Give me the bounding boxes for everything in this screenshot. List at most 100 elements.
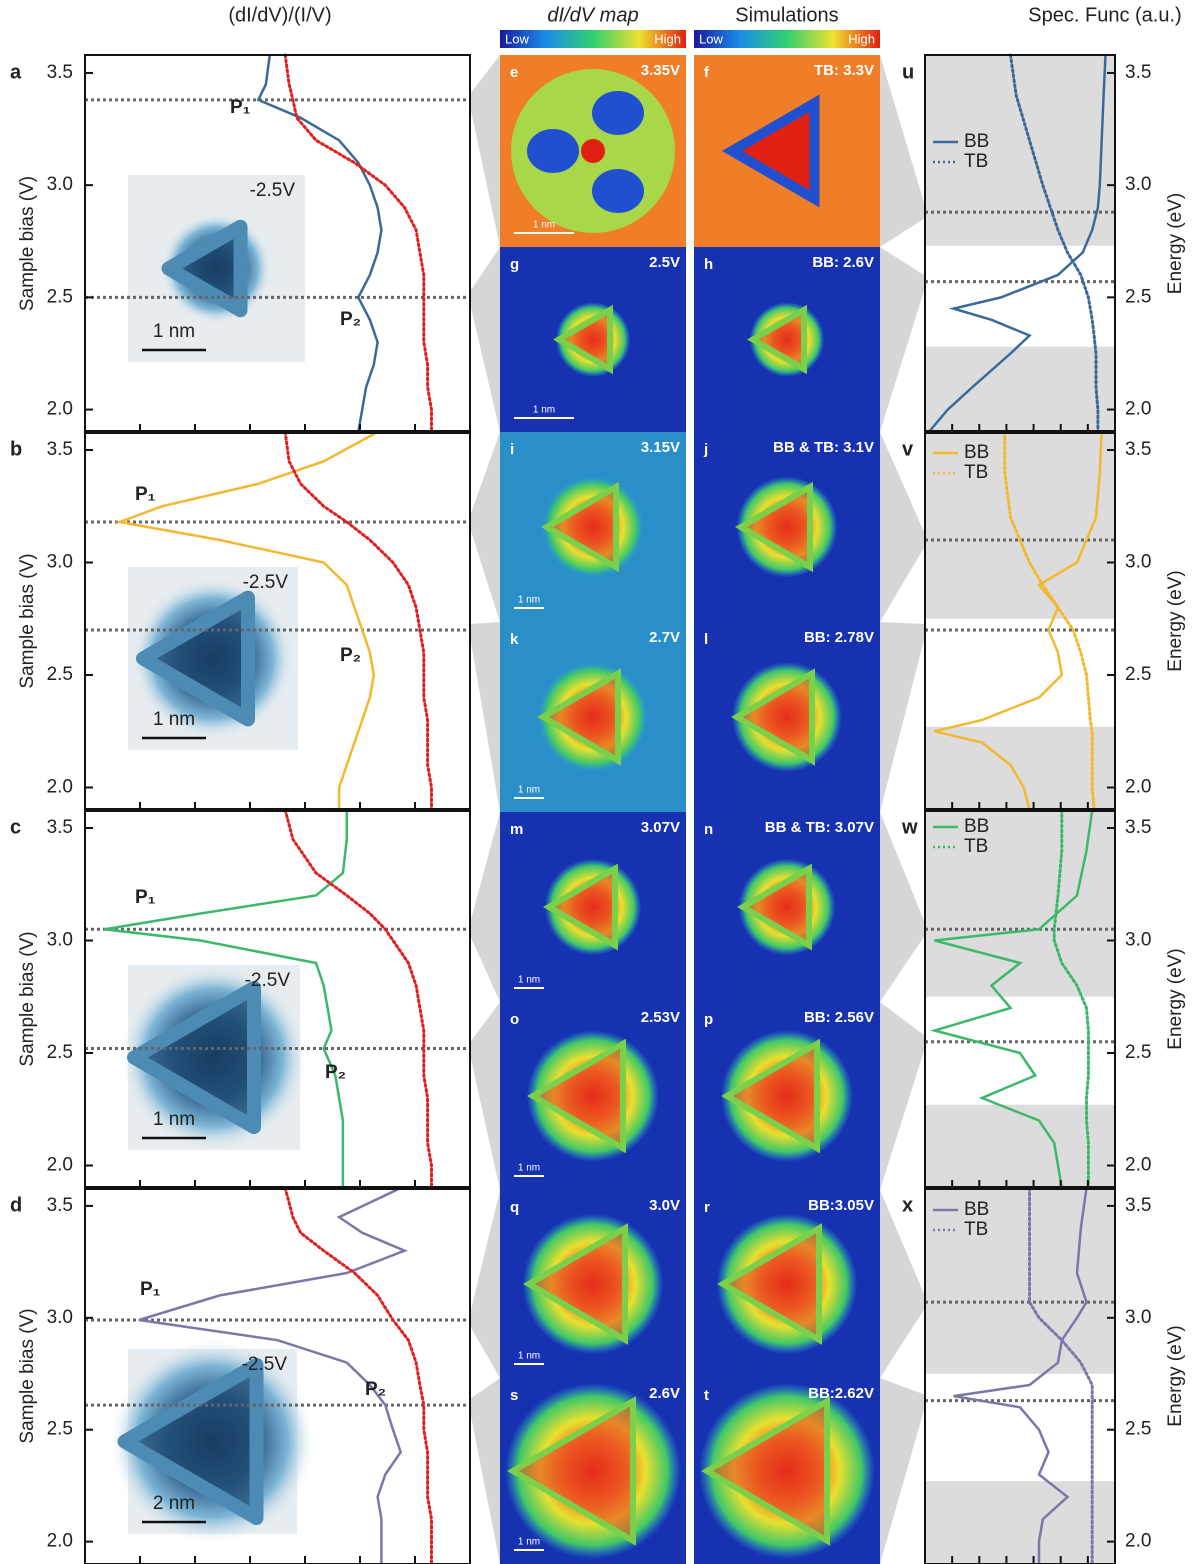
panel-letter: w bbox=[901, 816, 918, 838]
y-tick-label: 3.0 bbox=[47, 174, 73, 195]
y-tick-label: 2.5 bbox=[1125, 664, 1151, 685]
map-feature bbox=[747, 304, 807, 375]
y-tick-label: 3.5 bbox=[47, 817, 73, 838]
legend-label: TB bbox=[964, 1219, 988, 1240]
colorbar bbox=[694, 30, 880, 48]
connector bbox=[880, 432, 925, 622]
panel-letter: a bbox=[10, 61, 22, 83]
spectrum-line bbox=[1009, 53, 1100, 434]
spectrum-line bbox=[934, 430, 1103, 812]
peak-label: P₁ bbox=[135, 484, 156, 505]
scale-label: 1 nm bbox=[518, 595, 540, 606]
map-label: m bbox=[510, 821, 523, 838]
map-annotation: BB:3.05V bbox=[808, 1197, 874, 1214]
map-annotation: BB: 2.56V bbox=[804, 1009, 874, 1026]
map-feature bbox=[527, 129, 579, 173]
spectrum-line bbox=[283, 430, 433, 812]
spectrum-line bbox=[138, 1186, 408, 1564]
map-label: n bbox=[704, 821, 713, 838]
column-title: (dI/dV)/(I/V) bbox=[228, 4, 331, 26]
connector bbox=[470, 1190, 500, 1378]
scale-label: 2 nm bbox=[153, 1493, 195, 1514]
scale-label: 1 nm bbox=[518, 975, 540, 986]
map-feature bbox=[527, 1038, 626, 1154]
shaded-region bbox=[925, 810, 1115, 997]
connector bbox=[470, 247, 500, 432]
map-feature bbox=[541, 481, 619, 573]
map-annotation: 2.7V bbox=[649, 629, 680, 646]
panel: -2.5V 1 nm 2.0 2.5 3.0 3.5 Sample bias (V) c P₁ P… bbox=[10, 808, 471, 1190]
map-label: o bbox=[510, 1011, 519, 1028]
y-tick-label: 2.0 bbox=[47, 1155, 73, 1176]
scale-label: 1 nm bbox=[153, 709, 195, 730]
map-annotation: 3.15V bbox=[641, 439, 680, 456]
panel-letter: u bbox=[902, 61, 914, 83]
spectrum-line bbox=[114, 430, 379, 812]
connector bbox=[470, 1378, 500, 1564]
map-annotation: TB: 3.3V bbox=[814, 62, 874, 79]
peak-label: P₂ bbox=[325, 1062, 346, 1083]
map-label: f bbox=[704, 64, 710, 81]
map: e 3.35V 1 nm bbox=[500, 55, 686, 247]
map: f TB: 3.3V bbox=[694, 55, 880, 247]
colorbar-low: Low bbox=[505, 31, 529, 46]
y-axis-label: Energy (eV) bbox=[1165, 570, 1186, 671]
inset-label: -2.5V bbox=[242, 1354, 288, 1375]
scale-label: 1 nm bbox=[518, 1537, 540, 1548]
map-label: j bbox=[703, 441, 708, 458]
y-tick-label: 3.5 bbox=[1125, 439, 1151, 460]
panel: -2.5V 1 nm 2.0 2.5 3.0 3.5 Sample bias (V) a P₁ P… bbox=[10, 53, 471, 434]
shaded-region bbox=[925, 432, 1115, 619]
y-tick-label: 2.5 bbox=[47, 1042, 73, 1063]
legend-label: TB bbox=[964, 836, 988, 857]
map: r BB:3.05V bbox=[694, 1190, 880, 1378]
legend-label: TB bbox=[964, 462, 988, 483]
map: s 2.6V 1 nm bbox=[500, 1378, 686, 1564]
legend-label: TB bbox=[964, 151, 988, 172]
map-annotation: 3.35V bbox=[641, 62, 680, 79]
inset-feature bbox=[161, 219, 248, 318]
legend-label: BB bbox=[964, 1199, 989, 1220]
y-tick-label: 2.5 bbox=[47, 1419, 73, 1440]
panel-letter: v bbox=[902, 438, 914, 460]
column-title: dI/dV map bbox=[547, 4, 638, 26]
connector bbox=[880, 812, 925, 1002]
map-label: q bbox=[510, 1199, 519, 1216]
y-tick-label: 3.0 bbox=[1125, 930, 1151, 951]
inset-label: -2.5V bbox=[250, 180, 296, 201]
map-annotation: 2.53V bbox=[641, 1009, 680, 1026]
map: h BB: 2.6V bbox=[694, 247, 880, 432]
spectrum-line bbox=[1028, 1186, 1094, 1564]
connector bbox=[880, 1002, 925, 1190]
y-tick-label: 2.0 bbox=[1125, 1155, 1151, 1176]
y-tick-label: 3.0 bbox=[47, 930, 73, 951]
scale-label: 1 nm bbox=[518, 1163, 540, 1174]
map: t BB:2.62V bbox=[694, 1378, 880, 1564]
y-tick-label: 2.5 bbox=[47, 664, 73, 685]
spectrum-line bbox=[283, 808, 433, 1190]
y-tick-label: 3.5 bbox=[1125, 1195, 1151, 1216]
inset-label: -2.5V bbox=[243, 572, 289, 593]
shaded-region bbox=[925, 726, 1115, 810]
scale-label: 1 nm bbox=[518, 1351, 540, 1362]
y-tick-label: 2.5 bbox=[1125, 1419, 1151, 1440]
panel-letter: c bbox=[10, 816, 21, 838]
colorbar-low: Low bbox=[699, 31, 723, 46]
connector bbox=[470, 812, 500, 1002]
map: l BB: 2.78V bbox=[694, 622, 880, 812]
column-title: Simulations bbox=[735, 4, 838, 26]
spectrum-line bbox=[929, 808, 1094, 1190]
shaded-region bbox=[925, 1481, 1115, 1564]
map: k 2.7V 1 nm bbox=[500, 622, 686, 812]
y-tick-label: 3.5 bbox=[47, 439, 73, 460]
peak-label: P₂ bbox=[340, 645, 361, 666]
y-tick-label: 2.5 bbox=[47, 286, 73, 307]
scale-label: 1 nm bbox=[153, 1109, 195, 1130]
map-label: g bbox=[510, 256, 519, 273]
scale-label: 1 nm bbox=[533, 405, 555, 416]
connector bbox=[880, 1190, 925, 1378]
map-annotation: BB & TB: 3.07V bbox=[765, 819, 874, 836]
